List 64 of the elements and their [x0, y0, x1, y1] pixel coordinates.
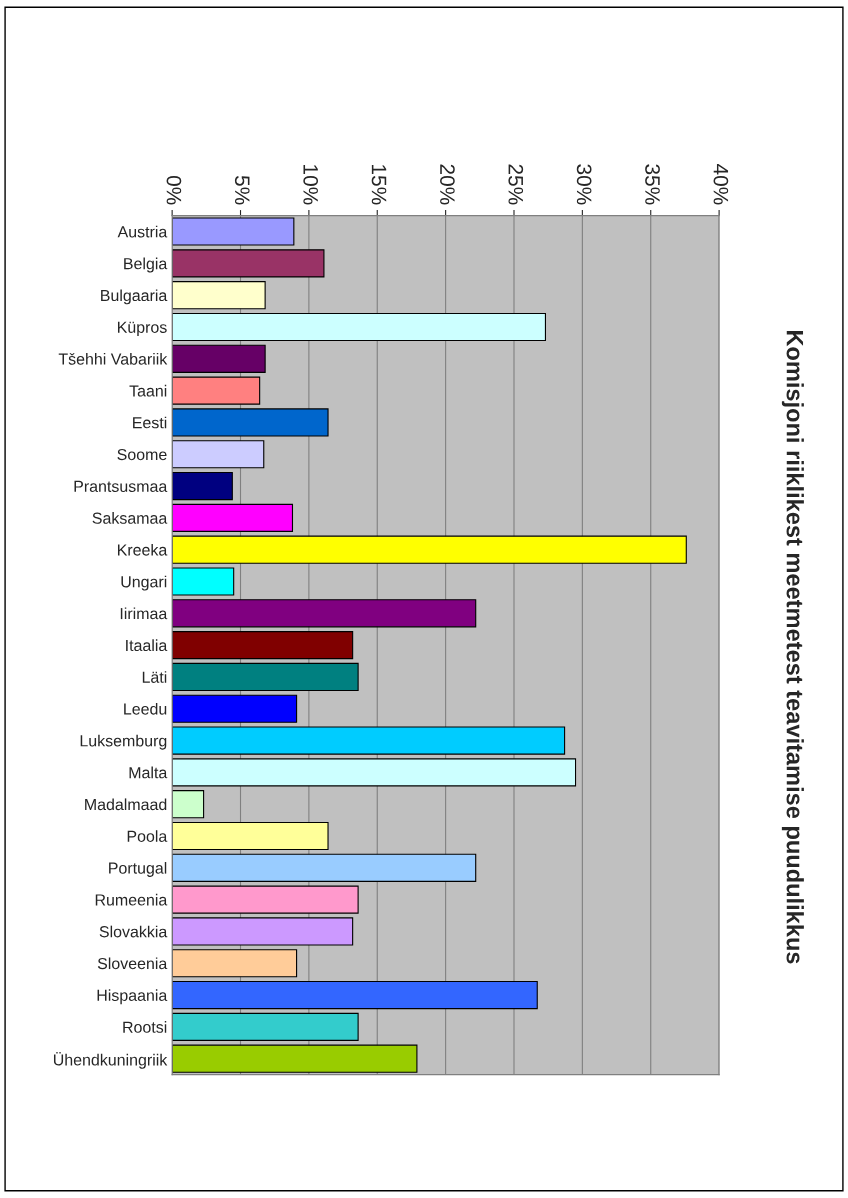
bar [172, 281, 266, 310]
y-tick-label: Iirimaa [120, 607, 168, 620]
y-tick-label: Taani [129, 384, 167, 397]
bar [172, 471, 233, 501]
x-tick-label: 0% [166, 175, 182, 205]
bar [172, 980, 538, 1010]
bar [172, 1012, 359, 1041]
bar [172, 249, 325, 278]
y-tick-label: Soome [117, 448, 167, 461]
bar [172, 312, 546, 342]
y-tick-label: Rootsi [123, 1021, 167, 1033]
bar [172, 376, 261, 405]
y-tick-label: Belgia [124, 257, 168, 273]
text: Komisjoni riiklikest meetmetest teavitamise puudulikkus [781, 330, 804, 964]
bar [172, 535, 687, 564]
y-tick-label: Poola [127, 830, 168, 842]
y-tick-label: Hispaania [97, 989, 168, 1005]
y-tick-label: Madalmaad [85, 798, 167, 811]
y-tick-label: Ungari [121, 575, 167, 591]
bar [172, 821, 329, 851]
x-tick-label: 35% [645, 164, 660, 205]
bar [172, 440, 265, 469]
y-tick-label: Ühendkuningriik [53, 1052, 168, 1069]
bar [172, 694, 298, 723]
y-tick-label: Rumeenia [95, 893, 168, 906]
x-tick-label: 40% [713, 164, 729, 205]
y-tick-label: Eesti [133, 416, 167, 429]
y-tick-label: Luksemburg [80, 734, 167, 750]
bar [172, 885, 359, 914]
bar [172, 503, 294, 532]
y-tick-label: Bulgaaria [101, 289, 168, 305]
bar [172, 790, 205, 819]
y-tick-label: Kreeka [117, 543, 168, 556]
bar [172, 599, 477, 628]
bar [172, 917, 354, 946]
bar [172, 1044, 418, 1073]
bar [172, 631, 354, 660]
x-tick-label: 25% [508, 164, 524, 205]
y-tick-label: Slovakkia [99, 925, 168, 938]
bar [172, 662, 359, 692]
y-tick-label: Malta [129, 766, 168, 779]
y-tick-label: Prantsusmaa [74, 480, 168, 492]
y-tick-label: Saksamaa [92, 512, 168, 524]
y-tick-label: Austria [117, 225, 168, 238]
x-tick-label: 20% [440, 164, 455, 205]
bar [172, 758, 577, 787]
x-tick-label: 30% [576, 164, 592, 205]
x-tick-label: 15% [371, 165, 387, 205]
y-tick-label: Küpros [117, 321, 167, 337]
bar [172, 344, 266, 373]
y-tick-label: Itaalia [126, 639, 168, 652]
bar [172, 217, 295, 246]
y-tick-label: Läti [142, 671, 167, 683]
bar [172, 853, 477, 882]
bar [172, 567, 235, 596]
y-tick-label: Leedu [124, 702, 167, 715]
x-tick-label: 5% [234, 175, 250, 205]
bar [172, 408, 329, 437]
y-tick-label: Portugal [109, 862, 167, 877]
x-tick-label: 10% [303, 165, 319, 205]
bar [172, 726, 566, 755]
y-tick-label: Sloveenia [97, 957, 168, 970]
y-tick-label: Tšehhi Vabariik [58, 352, 168, 365]
bar [172, 949, 298, 978]
